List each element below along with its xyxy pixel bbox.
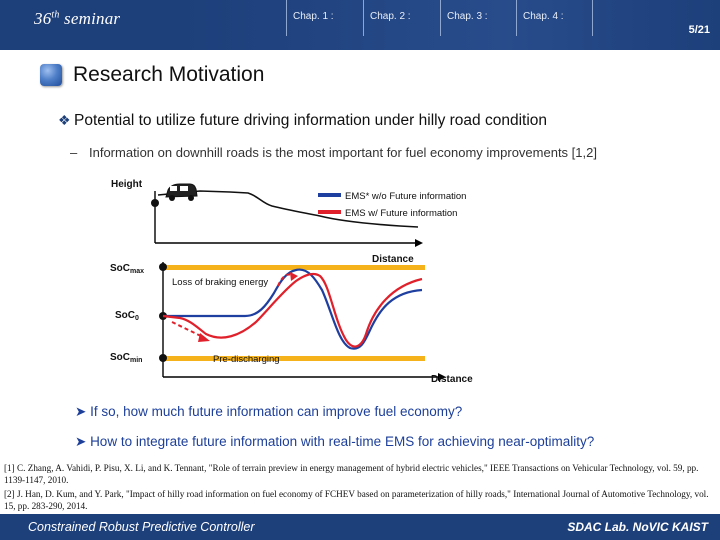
chapter-divider [440, 0, 441, 36]
car-icon [165, 183, 198, 201]
distance-label-bottom: Distance [431, 374, 473, 385]
loss-label: Loss of braking energy [172, 277, 268, 288]
distance-label-top: Distance [372, 254, 414, 265]
sub-bullet-text: Information on downhill roads is the mos… [89, 145, 597, 160]
chapter-tab-4[interactable]: Chap. 4 : [523, 11, 564, 22]
footer-left-text: Constrained Robust Predictive Controller [28, 520, 255, 534]
soc-max-band [163, 265, 425, 270]
soc-min-label: SoCmin [110, 352, 142, 364]
header-gradient [180, 0, 720, 50]
reference-1: [1] C. Zhang, A. Vahidi, P. Pisu, X. Li,… [4, 463, 699, 485]
terrain-profile [157, 190, 419, 228]
pre-discharge-arrowhead [198, 333, 210, 342]
chapter-divider [363, 0, 364, 36]
question-1: ➤ If so, how much future information can… [75, 404, 463, 419]
soc-0-label: SoC0 [115, 310, 139, 322]
question-2: ➤ How to integrate future information wi… [75, 434, 595, 449]
reference-2: [2] J. Han, D. Kum, and Y. Park, "Impact… [4, 489, 709, 511]
page-number: 5/21 [688, 24, 710, 36]
header-bar [0, 0, 720, 50]
dash-bullet-icon: – [70, 145, 78, 160]
soc-min-dot [159, 354, 167, 362]
soc-max-dot [159, 263, 167, 271]
main-bullet-text: Potential to utilize future driving info… [74, 112, 548, 129]
chapter-tab-1[interactable]: Chap. 1 : [293, 11, 334, 22]
slide-title: Research Motivation [73, 63, 265, 86]
chapter-divider [286, 0, 287, 36]
seminar-label: 36th seminar [34, 9, 121, 28]
loss-arrow [277, 273, 295, 287]
chapter-tab-2[interactable]: Chap. 2 : [370, 11, 411, 22]
footer-bar [0, 514, 720, 540]
legend-label-without-future: EMS* w/o Future information [345, 191, 466, 202]
chapter-divider [516, 0, 517, 36]
footer-right-text: SDAC Lab. NoVIC KAIST [567, 520, 708, 534]
height-tick-dot [151, 199, 159, 207]
soc-curve-with-future [162, 272, 423, 348]
soc-max-label: SoCmax [110, 263, 144, 275]
height-label: Height [111, 179, 143, 190]
upper-x-arrowhead [415, 239, 423, 247]
pre-discharge-label: Pre-discharging [213, 354, 280, 365]
chapter-tab-3[interactable]: Chap. 3 : [447, 11, 488, 22]
diamond-bullet-icon: ❖ [58, 112, 71, 128]
title-bullet-icon [40, 64, 62, 86]
lower-x-arrowhead [438, 373, 446, 381]
soc-min-band [163, 356, 425, 361]
chapter-divider [592, 0, 593, 36]
loss-arrowhead [290, 272, 298, 281]
legend-label-with-future: EMS w/ Future information [345, 208, 457, 219]
soc-curve-without-future [163, 268, 423, 350]
